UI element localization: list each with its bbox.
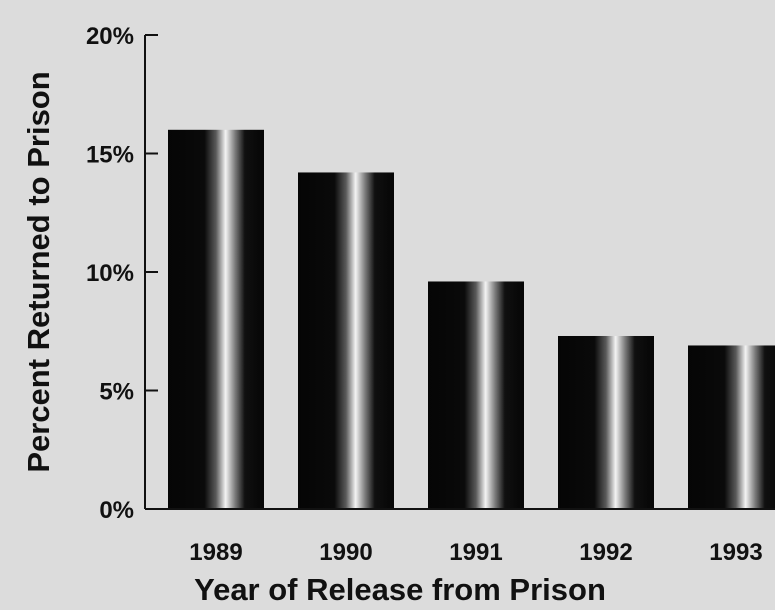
bar-1990	[298, 172, 394, 509]
bars	[168, 129, 775, 510]
x-axis-ticks: 1989 1990 1991 1992 1993	[189, 539, 762, 566]
y-tick-label: 15%	[86, 142, 134, 169]
bar-1989	[168, 129, 264, 510]
y-tick-label: 5%	[99, 379, 134, 406]
bar-1992	[558, 335, 654, 509]
x-tick-label-1990: 1990	[319, 539, 372, 566]
bar-1993	[688, 345, 775, 509]
x-tick-label-1991: 1991	[449, 539, 502, 566]
x-tick-label-1993: 1993	[709, 539, 762, 566]
y-tick-label: 20%	[86, 23, 134, 50]
y-axis-title: Percent Returned to Prison	[21, 71, 56, 472]
y-tick-label: 0%	[99, 497, 134, 524]
y-axis-ticks: 0% 5% 10% 15% 20%	[86, 23, 158, 524]
y-tick-label: 10%	[86, 260, 134, 287]
x-axis-title: Year of Release from Prison	[194, 572, 606, 607]
x-tick-label-1989: 1989	[189, 539, 242, 566]
x-tick-label-1992: 1992	[579, 539, 632, 566]
bar-1991	[428, 281, 524, 509]
